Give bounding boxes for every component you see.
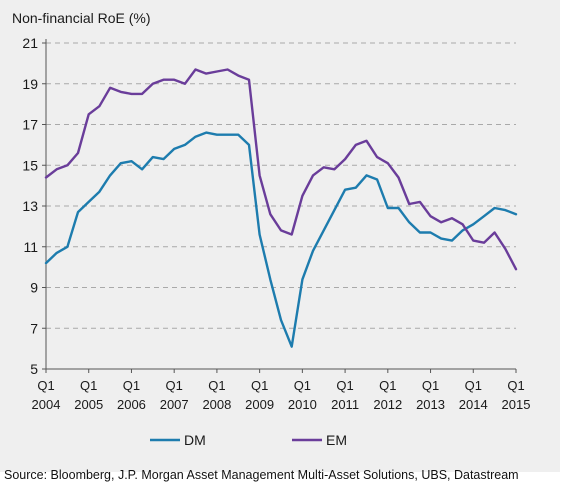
x-tick-year: 2007: [160, 397, 189, 412]
y-tick-label: 11: [23, 239, 38, 255]
y-tick-label: 17: [22, 117, 38, 133]
x-tick-year: 2005: [74, 397, 103, 412]
y-axis-label: Non-financial RoE (%): [12, 10, 151, 26]
y-tick-label: 15: [22, 157, 38, 173]
x-tick-year: 2008: [202, 397, 231, 412]
x-tick-year: 2015: [502, 397, 531, 412]
chart-panel: Non-financial RoE (%) 5 7 9 11 13 15 17 19 21 Q1…: [0, 0, 560, 472]
x-tick-year: 2012: [373, 397, 402, 412]
x-tick-quarter: Q1: [37, 378, 54, 393]
gridlines: [46, 42, 516, 329]
x-axis-ticks: Q1 2004 Q1 2005 Q1 2006 Q1 2007 Q1 2008 Q1 2009 Q1 20…: [32, 369, 531, 412]
x-tick-quarter: Q1: [465, 378, 482, 393]
line-chart: Non-financial RoE (%) 5 7 9 11 13 15 17 19 21 Q1…: [12, 10, 531, 448]
x-tick-year: 2014: [459, 397, 488, 412]
y-tick-label: 21: [22, 35, 38, 51]
legend-label-em: EM: [326, 432, 347, 448]
series-lines: [44, 68, 518, 348]
x-tick-quarter: Q1: [208, 378, 225, 393]
x-tick-year: 2013: [416, 397, 445, 412]
y-tick-label: 7: [30, 320, 38, 336]
series-line-dm: [44, 131, 518, 348]
y-tick-label: 13: [22, 198, 38, 214]
x-tick-year: 2009: [245, 397, 274, 412]
x-tick-quarter: Q1: [123, 378, 140, 393]
y-axis-ticks: 5 7 9 11 13 15 17 19 21: [22, 35, 38, 377]
legend-label-dm: DM: [184, 432, 206, 448]
source-note: Source: Bloomberg, J.P. Morgan Asset Man…: [4, 468, 519, 482]
x-tick-year: 2010: [288, 397, 317, 412]
y-tick-label: 9: [30, 280, 38, 296]
x-tick-year: 2004: [32, 397, 61, 412]
x-tick-quarter: Q1: [336, 378, 353, 393]
series-line-em: [44, 68, 518, 271]
x-tick-quarter: Q1: [507, 378, 524, 393]
axes: [42, 39, 516, 370]
y-tick-label: 5: [30, 361, 38, 377]
x-tick-year: 2006: [117, 397, 146, 412]
x-tick-quarter: Q1: [422, 378, 439, 393]
x-tick-quarter: Q1: [80, 378, 97, 393]
x-tick-year: 2011: [331, 397, 359, 412]
legend: DM EM: [150, 432, 347, 448]
x-tick-quarter: Q1: [379, 378, 396, 393]
y-tick-label: 19: [22, 76, 38, 92]
x-tick-quarter: Q1: [251, 378, 268, 393]
x-tick-quarter: Q1: [166, 378, 183, 393]
x-tick-quarter: Q1: [294, 378, 311, 393]
